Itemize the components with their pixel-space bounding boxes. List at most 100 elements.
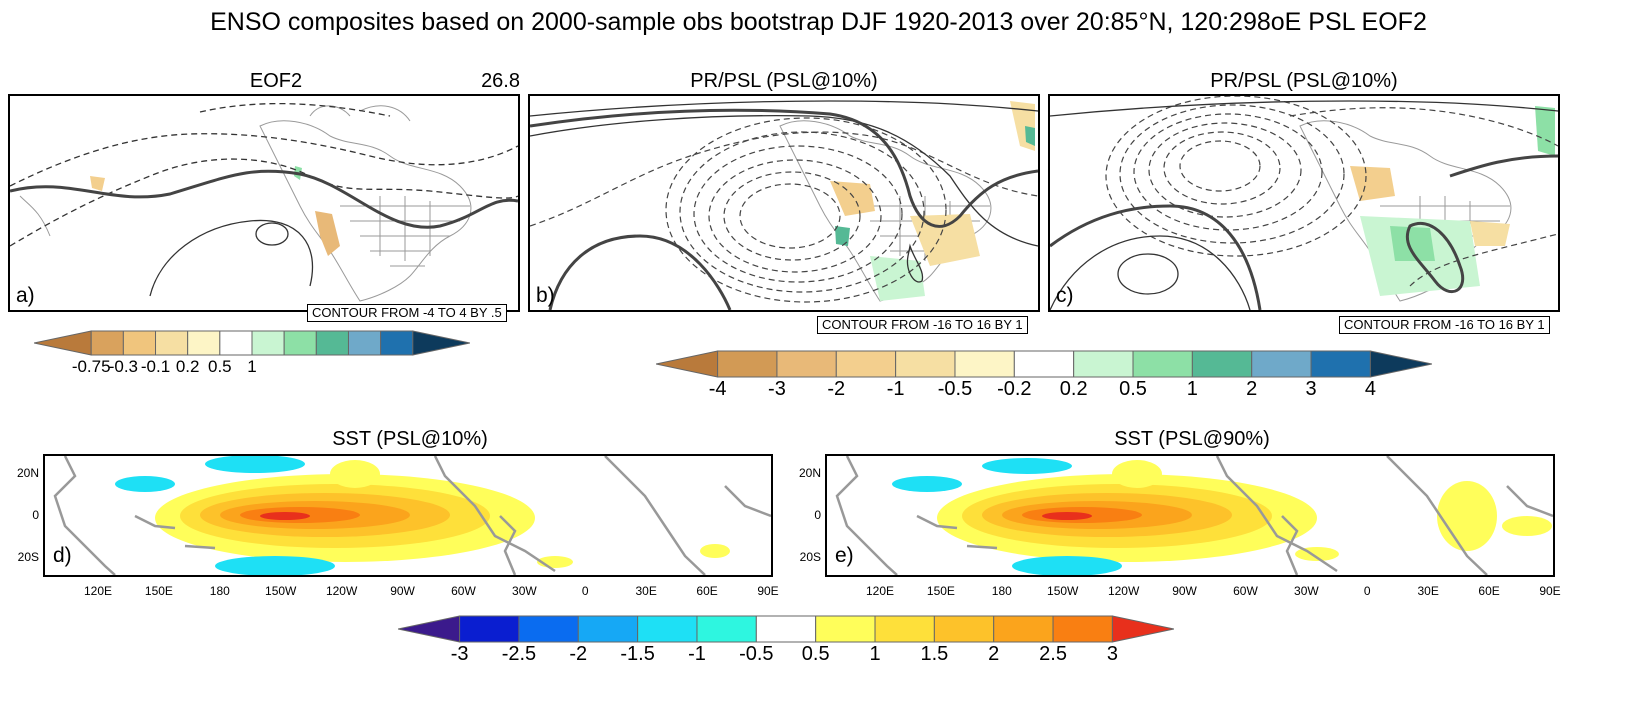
x-tick-label: 150E (144, 584, 173, 598)
eof-colorbar-swatch (315, 330, 349, 356)
sst-colorbar-swatch (815, 615, 876, 643)
pr-colorbar-label: 0.2 (1059, 378, 1088, 400)
panel-e-xticks: 120E 150E 180 150W 120W 90W 60W 30W 0 30E 60E 90E (825, 584, 1561, 600)
panel-d-map: d) (43, 454, 773, 577)
eof-colorbar-label: -0.75 (71, 357, 111, 376)
x-tick-label: 0 (581, 584, 589, 598)
panel-b-letter: b) (536, 284, 555, 307)
x-tick-label: 60E (696, 584, 718, 598)
panel-d-letter: d) (53, 544, 72, 567)
eof-colorbar-swatch (187, 330, 221, 356)
x-tick-label: 180 (209, 584, 230, 598)
pr-colorbar-swatch (895, 350, 956, 378)
x-tick-label: 90W (390, 584, 415, 598)
sst-colorbar-swatch (518, 615, 579, 643)
x-tick-label: 150W (265, 584, 297, 598)
sst-colorbar (398, 615, 1174, 643)
eof-colorbar-swatch (122, 330, 157, 356)
panel-b-title: PR/PSL (PSL@10%) (690, 70, 878, 92)
sst-colorbar-label: 2.5 (1039, 643, 1067, 665)
sst-colorbar-label: -0.5 (739, 643, 774, 665)
sst-colorbar-swatch (398, 615, 461, 643)
x-tick-label: 120E (83, 584, 113, 598)
eof-colorbar-labels: -0.75 -0.3 -0.1 0.2 0.5 1 (34, 357, 470, 377)
eof-colorbar-label: 1 (247, 357, 257, 376)
y-tick-label: 20S (17, 550, 39, 564)
pr-colorbar-label: 1 (1186, 378, 1198, 400)
pr-colorbar-label: -2 (827, 378, 846, 400)
pr-colorbar-swatch (717, 350, 778, 378)
panel-e-title: SST (PSL@90%) (1114, 428, 1270, 450)
panel-c-map: c) (1048, 94, 1560, 312)
x-tick-label: 90E (757, 584, 779, 598)
sst-colorbar-swatch (874, 615, 935, 643)
sst-colorbar-swatch (755, 615, 817, 643)
panel-a-svg (10, 102, 518, 302)
x-tick-label: 120W (325, 584, 358, 598)
pr-colorbar-label: 0.5 (1119, 378, 1147, 400)
sst-colorbar-label: 2 (988, 643, 1000, 665)
x-tick-label: 30W (512, 584, 537, 598)
x-tick-label: 150E (926, 584, 955, 598)
panel-e-map: e) (825, 454, 1555, 577)
panel-d-svg (53, 456, 771, 575)
eof-colorbar-swatch (347, 330, 382, 356)
panel-c-title: PR/PSL (PSL@10%) (1210, 70, 1398, 92)
pr-colorbar (656, 350, 1432, 378)
eof-colorbar-label: -0.3 (108, 357, 138, 376)
x-tick-label: 30E (635, 584, 657, 598)
pr-colorbar-labels: -4 -3 -2 -1 -0.5 -0.2 0.2 0.5 1 2 3 4 (656, 378, 1432, 402)
eof-colorbar-swatch (34, 330, 92, 356)
panel-b-svg (530, 100, 1038, 310)
panel-a-letter: a) (16, 284, 35, 307)
panel-a-value: 26.8 (481, 70, 520, 92)
pr-colorbar-swatch (835, 350, 897, 378)
y-tick-label: 0 (814, 508, 821, 522)
pr-colorbar-swatch (1251, 350, 1312, 378)
x-tick-label: 0 (1363, 584, 1371, 598)
pr-colorbar-swatch (1310, 350, 1371, 378)
pr-colorbar-label: -0.5 (937, 378, 973, 400)
x-tick-label: 120E (865, 584, 895, 598)
pr-colorbar-label: -3 (768, 378, 786, 400)
x-tick-label: 30E (1417, 584, 1439, 598)
sst-colorbar-label: 1.5 (920, 643, 949, 665)
eof-colorbar (34, 330, 470, 356)
sst-colorbar-swatch (696, 615, 757, 643)
sst-colorbar-labels: -3 -2.5 -2 -1.5 -1 -0.5 0.5 1 1.5 2 2.5 3 (398, 643, 1174, 667)
y-tick-label: 20S (799, 550, 821, 564)
pr-colorbar-swatch (656, 350, 719, 378)
eof-colorbar-swatch (251, 330, 285, 356)
sst-colorbar-label: -1.5 (620, 643, 655, 665)
pr-colorbar-label: -1 (886, 378, 905, 400)
sst-colorbar-label: 3 (1106, 643, 1118, 665)
pr-colorbar-swatch (1132, 350, 1193, 378)
figure-title: ENSO composites based on 2000-sample obs… (210, 8, 1427, 36)
sst-colorbar-label: -2.5 (501, 643, 537, 665)
pr-colorbar-swatch (1013, 350, 1075, 378)
eof-colorbar-swatch (90, 330, 124, 356)
panel-c-contour-info: CONTOUR FROM -16 TO 16 BY 1 (1339, 316, 1550, 334)
panel-a-title: EOF2 (249, 70, 303, 92)
pr-colorbar-swatch (1191, 350, 1253, 378)
panel-d-xticks: 120E 150E 180 150W 120W 90W 60W 30W 0 30E 60E 90E (43, 584, 779, 600)
eof-colorbar-label: 0.5 (208, 357, 232, 376)
panel-c-letter: c) (1056, 284, 1074, 307)
sst-colorbar-swatch (1052, 615, 1113, 643)
x-tick-label: 60W (1233, 584, 1258, 598)
panel-e-svg (835, 456, 1553, 575)
x-tick-label: 150W (1047, 584, 1079, 598)
pr-colorbar-swatch (1369, 350, 1432, 378)
y-tick-label: 20N (798, 466, 821, 480)
pr-colorbar-label: 3 (1305, 378, 1317, 400)
x-tick-label: 120W (1107, 584, 1140, 598)
pr-colorbar-swatch (954, 350, 1015, 378)
pr-colorbar-label: 2 (1246, 378, 1258, 400)
pr-colorbar-swatch (776, 350, 837, 378)
panel-b-contour-info: CONTOUR FROM -16 TO 16 BY 1 (817, 316, 1028, 334)
eof-colorbar-label: -0.1 (140, 357, 171, 376)
x-tick-label: 30W (1294, 584, 1319, 598)
eof-colorbar-swatch (283, 330, 317, 356)
x-tick-label: 60W (451, 584, 476, 598)
eof-colorbar-label: 0.2 (175, 357, 200, 376)
